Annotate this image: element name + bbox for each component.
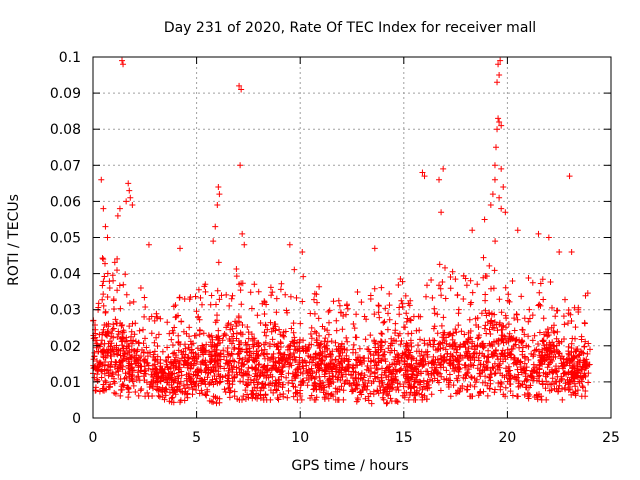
roti-point	[496, 72, 503, 79]
x-tick-label: 25	[602, 430, 620, 446]
roti-point	[238, 86, 245, 93]
roti-point	[419, 169, 426, 176]
x-tick-label: 0	[89, 430, 98, 446]
y-tick-label: 0.03	[50, 303, 81, 319]
x-tick-labels: 0 5 10 15 20 25	[89, 430, 620, 446]
roti-point	[489, 191, 496, 198]
roti-point	[497, 57, 504, 64]
roti-point	[498, 165, 505, 172]
y-tick-label: 0.06	[50, 194, 81, 210]
roti-point	[371, 245, 378, 252]
y-axis-label: ROTI / TECUs	[6, 194, 22, 286]
roti-point	[440, 165, 447, 172]
roti-point	[126, 187, 133, 194]
roti-point	[493, 144, 500, 151]
y-tick-labels: 0 0.01 0.02 0.03 0.04 0.05 0.06 0.07 0.08 0.09 0.1	[50, 50, 81, 427]
roti-point	[241, 241, 248, 248]
roti-point	[494, 79, 501, 86]
y-tick-label: 0	[72, 411, 81, 427]
roti-point	[212, 223, 219, 230]
roti-point	[495, 61, 502, 68]
y-tick-label: 0.02	[50, 339, 81, 355]
roti-point	[116, 205, 123, 212]
roti-point	[215, 183, 222, 190]
roti-point	[469, 227, 476, 234]
x-tick-label: 5	[192, 430, 201, 446]
roti-point	[125, 180, 132, 187]
roti-point	[487, 202, 494, 209]
roti-point	[237, 162, 244, 169]
y-tick-label: 0.08	[50, 122, 81, 138]
roti-point	[498, 205, 505, 212]
roti-point	[421, 173, 428, 180]
roti-point	[535, 230, 542, 237]
roti-point	[129, 202, 136, 209]
x-tick-label: 10	[291, 430, 309, 446]
roti-point	[123, 198, 130, 205]
roti-point	[436, 176, 443, 183]
roti-point	[566, 173, 573, 180]
roti-point	[210, 238, 217, 245]
y-tick-label: 0.04	[50, 267, 81, 283]
roti-point	[120, 61, 127, 68]
roti-point	[214, 202, 221, 209]
y-tick-label: 0.09	[50, 86, 81, 102]
roti-point	[119, 57, 126, 64]
x-tick-label: 15	[395, 430, 413, 446]
roti-point	[104, 234, 111, 241]
y-tick-label: 0.01	[50, 375, 81, 391]
roti-point	[514, 227, 521, 234]
roti-point	[496, 194, 503, 201]
y-tick-label: 0.07	[50, 158, 81, 174]
roti-point	[502, 209, 509, 216]
roti-point	[491, 162, 498, 169]
y-tick-label: 0.1	[59, 50, 81, 66]
roti-point	[236, 82, 243, 89]
axes	[92, 56, 612, 419]
roti-point	[495, 115, 502, 122]
x-tick-label: 20	[498, 430, 516, 446]
roti-point	[491, 176, 498, 183]
roti-point	[496, 118, 503, 125]
roti-point	[299, 248, 306, 255]
roti-point	[145, 241, 152, 248]
roti-point	[481, 216, 488, 223]
roti-point	[114, 212, 121, 219]
y-tick-label: 0.05	[50, 231, 81, 247]
roti-point	[98, 176, 105, 183]
roti-point	[177, 245, 184, 252]
roti-point	[100, 205, 107, 212]
roti-point	[568, 248, 575, 255]
roti-point	[498, 122, 505, 129]
roti-point	[286, 241, 293, 248]
chart-title: Day 231 of 2020, Rate Of TEC Index for r…	[164, 20, 536, 36]
roti-point	[556, 248, 563, 255]
roti-point	[494, 126, 501, 133]
data-points	[90, 57, 593, 407]
roti-point	[438, 209, 445, 216]
roti-point	[545, 234, 552, 241]
roti-point	[216, 191, 223, 198]
x-axis-label: GPS time / hours	[291, 458, 408, 474]
roti-point	[102, 223, 109, 230]
roti-point	[127, 194, 134, 201]
roti-point	[239, 230, 246, 237]
roti-point-cloud	[90, 238, 593, 407]
roti-point	[500, 183, 507, 190]
